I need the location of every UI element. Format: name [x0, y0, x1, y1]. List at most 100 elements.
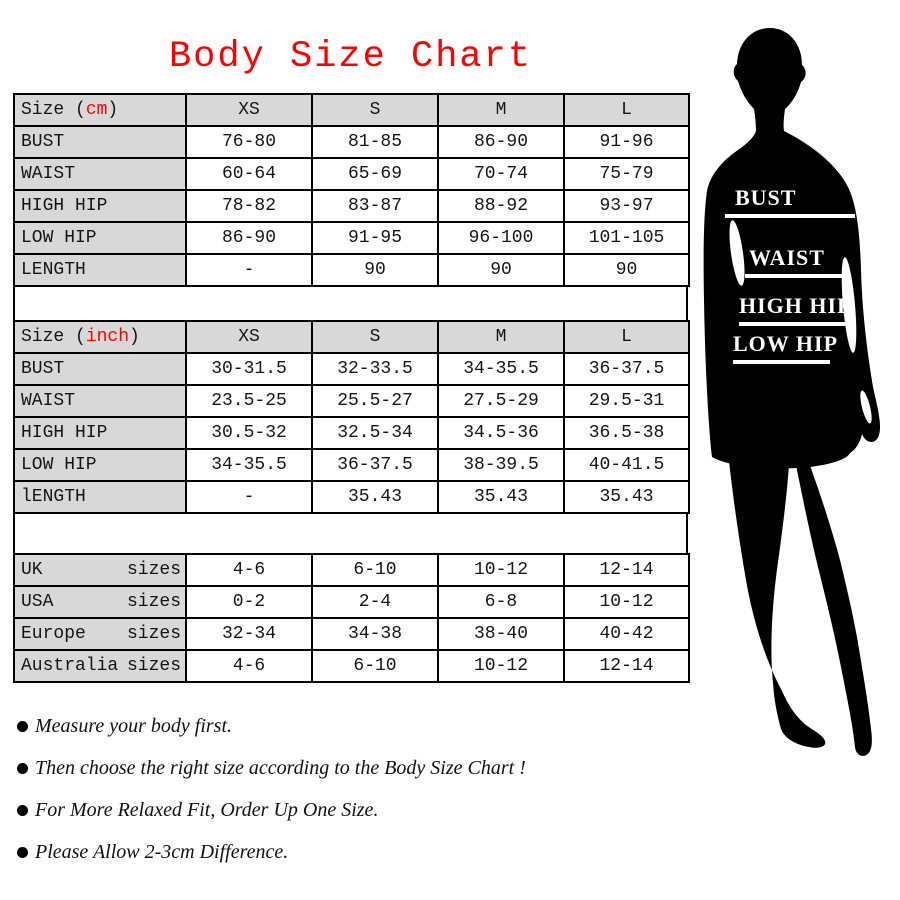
note-item: For More Relaxed Fit, Order Up One Size.	[17, 798, 526, 823]
cell: 38-39.5	[437, 448, 565, 482]
cell: 35.43	[311, 480, 439, 514]
figure-label-bust: BUST	[725, 187, 855, 218]
silhouette-body	[703, 28, 881, 469]
bullet-icon	[17, 763, 28, 774]
row-label: HIGH HIP	[13, 416, 187, 450]
cell: 76-80	[185, 125, 313, 159]
size-table-cm: Size (cm) XS S M L BUST 76-80 81-85 86-9…	[13, 93, 690, 287]
cell: 86-90	[437, 125, 565, 159]
row-label-usa: USA sizes	[13, 585, 187, 619]
cell: 40-41.5	[563, 448, 690, 482]
size-table-inch: Size (inch) XS S M L BUST 30-31.5 32-33.…	[13, 320, 690, 514]
page-title: Body Size Chart	[168, 36, 533, 78]
table-row: LOW HIP 86-90 91-95 96-100 101-105	[13, 221, 690, 255]
cell: 10-12	[563, 585, 690, 619]
cell: 36.5-38	[563, 416, 690, 450]
bullet-icon	[17, 721, 28, 732]
cell: 86-90	[185, 221, 313, 255]
table-row: lENGTH - 35.43 35.43 35.43	[13, 480, 690, 514]
row-label: LOW HIP	[13, 221, 187, 255]
note-item: Measure your body first.	[17, 714, 526, 739]
row-label-europe: Europe sizes	[13, 617, 187, 651]
cell: 27.5-29	[437, 384, 565, 418]
cell: 0-2	[185, 585, 313, 619]
notes-list: Measure your body first. Then choose the…	[17, 714, 526, 882]
cm-col-xs: XS	[185, 93, 313, 127]
table-row: LENGTH - 90 90 90	[13, 253, 690, 287]
table-row: USA sizes 0-2 2-4 6-8 10-12	[13, 585, 690, 619]
cm-col-l: L	[563, 93, 690, 127]
cell: 34-38	[311, 617, 439, 651]
table-row: BUST 30-31.5 32-33.5 34-35.5 36-37.5	[13, 352, 690, 386]
size-table-regions: UK sizes 4-6 6-10 10-12 12-14 USA sizes 0-…	[13, 553, 690, 683]
silhouette-left-leg	[726, 433, 826, 748]
cell: 32-33.5	[311, 352, 439, 386]
note-item: Please Allow 2-3cm Difference.	[17, 840, 526, 865]
silhouette-right-leg	[794, 433, 872, 756]
cell: 34-35.5	[437, 352, 565, 386]
row-label: WAIST	[13, 384, 187, 418]
cell: 4-6	[185, 649, 313, 683]
cell: 101-105	[563, 221, 690, 255]
cell: 93-97	[563, 189, 690, 223]
cell: 75-79	[563, 157, 690, 191]
cell: 90	[563, 253, 690, 287]
cell: 23.5-25	[185, 384, 313, 418]
cell: 78-82	[185, 189, 313, 223]
figure-label-low-hip: LOW HIP	[733, 333, 837, 364]
row-label: BUST	[13, 352, 187, 386]
inch-header-label: Size (inch)	[13, 320, 187, 354]
cell: 35.43	[563, 480, 690, 514]
cell: 6-10	[311, 649, 439, 683]
cm-header-label: Size (cm)	[13, 93, 187, 127]
cell: 2-4	[311, 585, 439, 619]
bullet-icon	[17, 847, 28, 858]
cell: 81-85	[311, 125, 439, 159]
table-row: LOW HIP 34-35.5 36-37.5 38-39.5 40-41.5	[13, 448, 690, 482]
cm-col-m: M	[437, 93, 565, 127]
cell: 35.43	[437, 480, 565, 514]
inch-col-m: M	[437, 320, 565, 354]
measurement-figure: BUST WAIST HIGH HIP LOW HIP	[690, 15, 895, 760]
cell: 34-35.5	[185, 448, 313, 482]
table-row: Australia sizes 4-6 6-10 10-12 12-14	[13, 649, 690, 683]
cell: 40-42	[563, 617, 690, 651]
cell: 12-14	[563, 649, 690, 683]
cell: 10-12	[437, 553, 565, 587]
table-spacer	[13, 514, 688, 553]
cell: 91-96	[563, 125, 690, 159]
table-row: BUST 76-80 81-85 86-90 91-96	[13, 125, 690, 159]
inch-col-s: S	[311, 320, 439, 354]
cell: 38-40	[437, 617, 565, 651]
cell: 25.5-27	[311, 384, 439, 418]
cell: 88-92	[437, 189, 565, 223]
table-row: HIGH HIP 30.5-32 32.5-34 34.5-36 36.5-38	[13, 416, 690, 450]
cell: 60-64	[185, 157, 313, 191]
table-row: HIGH HIP 78-82 83-87 88-92 93-97	[13, 189, 690, 223]
cell: 6-10	[311, 553, 439, 587]
row-label: WAIST	[13, 157, 187, 191]
bullet-icon	[17, 805, 28, 816]
table-row: UK sizes 4-6 6-10 10-12 12-14	[13, 553, 690, 587]
cell: 30.5-32	[185, 416, 313, 450]
cell: 30-31.5	[185, 352, 313, 386]
cell: 36-37.5	[311, 448, 439, 482]
woman-silhouette	[703, 28, 881, 756]
row-label-uk: UK sizes	[13, 553, 187, 587]
cell: 65-69	[311, 157, 439, 191]
cm-unit: cm	[85, 100, 108, 120]
cell: -	[185, 480, 313, 514]
cell: 4-6	[185, 553, 313, 587]
cell: 96-100	[437, 221, 565, 255]
cell: 32.5-34	[311, 416, 439, 450]
cell: 90	[311, 253, 439, 287]
inch-header-row: Size (inch) XS S M L	[13, 320, 690, 354]
cell: -	[185, 253, 313, 287]
arm-gap-right	[841, 257, 857, 353]
inch-col-l: L	[563, 320, 690, 354]
cell: 90	[437, 253, 565, 287]
row-label: BUST	[13, 125, 187, 159]
table-row: WAIST 23.5-25 25.5-27 27.5-29 29.5-31	[13, 384, 690, 418]
cm-header-row: Size (cm) XS S M L	[13, 93, 690, 127]
row-label-australia: Australia sizes	[13, 649, 187, 683]
